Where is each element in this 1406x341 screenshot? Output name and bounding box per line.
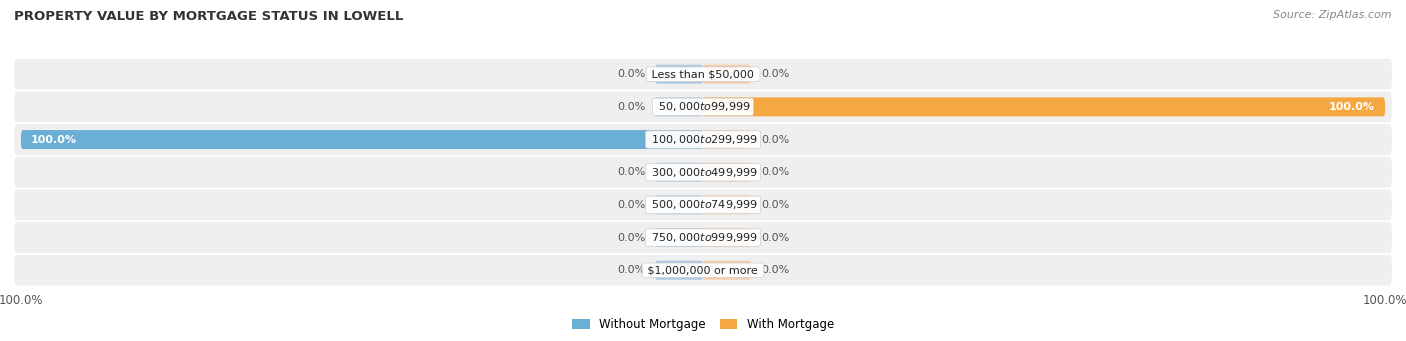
Text: $300,000 to $499,999: $300,000 to $499,999 xyxy=(648,166,758,179)
FancyBboxPatch shape xyxy=(655,65,703,84)
Text: 100.0%: 100.0% xyxy=(31,135,77,145)
Text: 0.0%: 0.0% xyxy=(617,69,645,79)
FancyBboxPatch shape xyxy=(703,195,751,214)
FancyBboxPatch shape xyxy=(703,98,1385,116)
Text: 0.0%: 0.0% xyxy=(617,167,645,177)
FancyBboxPatch shape xyxy=(14,222,1392,253)
FancyBboxPatch shape xyxy=(703,65,751,84)
FancyBboxPatch shape xyxy=(14,190,1392,220)
Text: $500,000 to $749,999: $500,000 to $749,999 xyxy=(648,198,758,211)
FancyBboxPatch shape xyxy=(14,91,1392,122)
Text: Source: ZipAtlas.com: Source: ZipAtlas.com xyxy=(1274,10,1392,20)
Text: 0.0%: 0.0% xyxy=(761,135,789,145)
Text: 0.0%: 0.0% xyxy=(617,102,645,112)
Text: $100,000 to $299,999: $100,000 to $299,999 xyxy=(648,133,758,146)
FancyBboxPatch shape xyxy=(703,228,751,247)
FancyBboxPatch shape xyxy=(655,261,703,280)
Text: 0.0%: 0.0% xyxy=(761,233,789,242)
FancyBboxPatch shape xyxy=(14,59,1392,90)
Text: 0.0%: 0.0% xyxy=(617,233,645,242)
Text: $1,000,000 or more: $1,000,000 or more xyxy=(644,265,762,275)
Text: PROPERTY VALUE BY MORTGAGE STATUS IN LOWELL: PROPERTY VALUE BY MORTGAGE STATUS IN LOW… xyxy=(14,10,404,23)
FancyBboxPatch shape xyxy=(703,130,751,149)
FancyBboxPatch shape xyxy=(14,124,1392,155)
Text: 0.0%: 0.0% xyxy=(761,167,789,177)
FancyBboxPatch shape xyxy=(655,98,703,116)
FancyBboxPatch shape xyxy=(14,255,1392,286)
FancyBboxPatch shape xyxy=(655,195,703,214)
FancyBboxPatch shape xyxy=(655,163,703,182)
FancyBboxPatch shape xyxy=(21,130,703,149)
Text: 0.0%: 0.0% xyxy=(761,265,789,275)
Text: 0.0%: 0.0% xyxy=(617,200,645,210)
Text: 100.0%: 100.0% xyxy=(1329,102,1375,112)
Text: $750,000 to $999,999: $750,000 to $999,999 xyxy=(648,231,758,244)
Text: $50,000 to $99,999: $50,000 to $99,999 xyxy=(655,100,751,113)
FancyBboxPatch shape xyxy=(14,157,1392,188)
Text: Less than $50,000: Less than $50,000 xyxy=(648,69,758,79)
Text: 0.0%: 0.0% xyxy=(617,265,645,275)
FancyBboxPatch shape xyxy=(655,228,703,247)
Legend: Without Mortgage, With Mortgage: Without Mortgage, With Mortgage xyxy=(567,313,839,336)
FancyBboxPatch shape xyxy=(703,163,751,182)
FancyBboxPatch shape xyxy=(703,261,751,280)
Text: 0.0%: 0.0% xyxy=(761,69,789,79)
Text: 0.0%: 0.0% xyxy=(761,200,789,210)
